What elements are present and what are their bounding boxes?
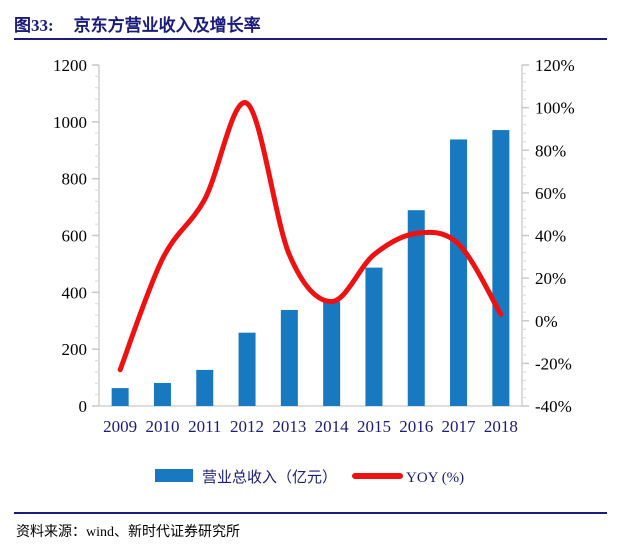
yoy-line xyxy=(117,100,504,373)
revenue-growth-chart: 0 200 400 600 800 1000 1200 -40% -20% 0% 20% 40% 60… xyxy=(53,56,575,486)
legend-label-revenue: 营业总收入（亿元） xyxy=(202,469,337,486)
bar-2009 xyxy=(111,388,129,406)
x-axis-tick-label: 2010 xyxy=(145,417,179,436)
chart-canvas: 0 200 400 600 800 1000 1200 -40% -20% 0% 20% 40% 60… xyxy=(0,44,621,504)
right-axis-group: -40% -20% 0% 20% 40% 60% 80% 100% 120% xyxy=(521,56,575,416)
left-axis-tick-label: 1200 xyxy=(53,56,87,75)
x-axis-tick-label: 2018 xyxy=(484,417,518,436)
bar-2011 xyxy=(196,369,214,406)
right-axis-tick-label: 80% xyxy=(535,141,566,160)
left-axis-tick-label: 1000 xyxy=(53,113,87,132)
left-axis-tick-label: 600 xyxy=(62,227,88,246)
x-axis-tick-label: 2012 xyxy=(230,417,264,436)
right-axis-tick-label: 60% xyxy=(535,184,566,203)
right-axis-tick-label: 100% xyxy=(535,99,575,118)
x-axis-labels-group: 2009 2010 2011 2012 2013 2014 2015 2016 2017 2018 xyxy=(103,417,518,436)
title-divider-top xyxy=(14,38,607,40)
bar-2010 xyxy=(153,382,171,406)
figure-title-row: 图33: 京东方营业收入及增长率 xyxy=(14,8,607,38)
x-axis-tick-label: 2013 xyxy=(272,417,306,436)
right-axis-tick-label: 40% xyxy=(535,227,566,246)
left-axis-tick-label: 0 xyxy=(79,397,88,416)
bar-2015 xyxy=(365,267,383,406)
bar-2012 xyxy=(238,332,256,406)
bar-2016 xyxy=(407,210,425,406)
chart-legend: 营业总收入（亿元） YOY (%) xyxy=(155,469,464,486)
figure-number: 图33: xyxy=(14,15,54,35)
line-series-group xyxy=(117,100,504,373)
right-axis-tick-label: 0% xyxy=(535,312,558,331)
bar-series-group xyxy=(111,130,510,406)
footer-divider xyxy=(14,512,607,514)
x-axis-tick-label: 2011 xyxy=(188,417,221,436)
legend-label-yoy: YOY (%) xyxy=(406,470,464,486)
bar-2013 xyxy=(280,309,298,406)
page-title: 京东方营业收入及增长率 xyxy=(73,15,261,35)
bar-2014 xyxy=(323,301,341,406)
right-axis-tick-label: 20% xyxy=(535,269,566,288)
x-axis-tick-label: 2016 xyxy=(399,417,433,436)
bar-2018 xyxy=(492,130,510,406)
bar-2017 xyxy=(450,139,468,406)
source-note: 资料来源：wind、新时代证券研究所 xyxy=(16,525,240,540)
x-axis-tick-label: 2014 xyxy=(315,417,350,436)
left-axis-tick-label: 200 xyxy=(62,340,88,359)
right-axis-tick-label: 120% xyxy=(535,56,575,75)
legend-swatch-revenue xyxy=(155,469,193,482)
x-axis-tick-label: 2015 xyxy=(357,417,391,436)
right-axis-tick-label: -20% xyxy=(535,354,572,373)
left-axis-tick-label: 800 xyxy=(62,170,88,189)
x-axis-tick-label: 2009 xyxy=(103,417,137,436)
right-axis-tick-label: -40% xyxy=(535,397,572,416)
x-axis-tick-label: 2017 xyxy=(442,417,477,436)
left-axis-tick-label: 400 xyxy=(62,283,88,302)
